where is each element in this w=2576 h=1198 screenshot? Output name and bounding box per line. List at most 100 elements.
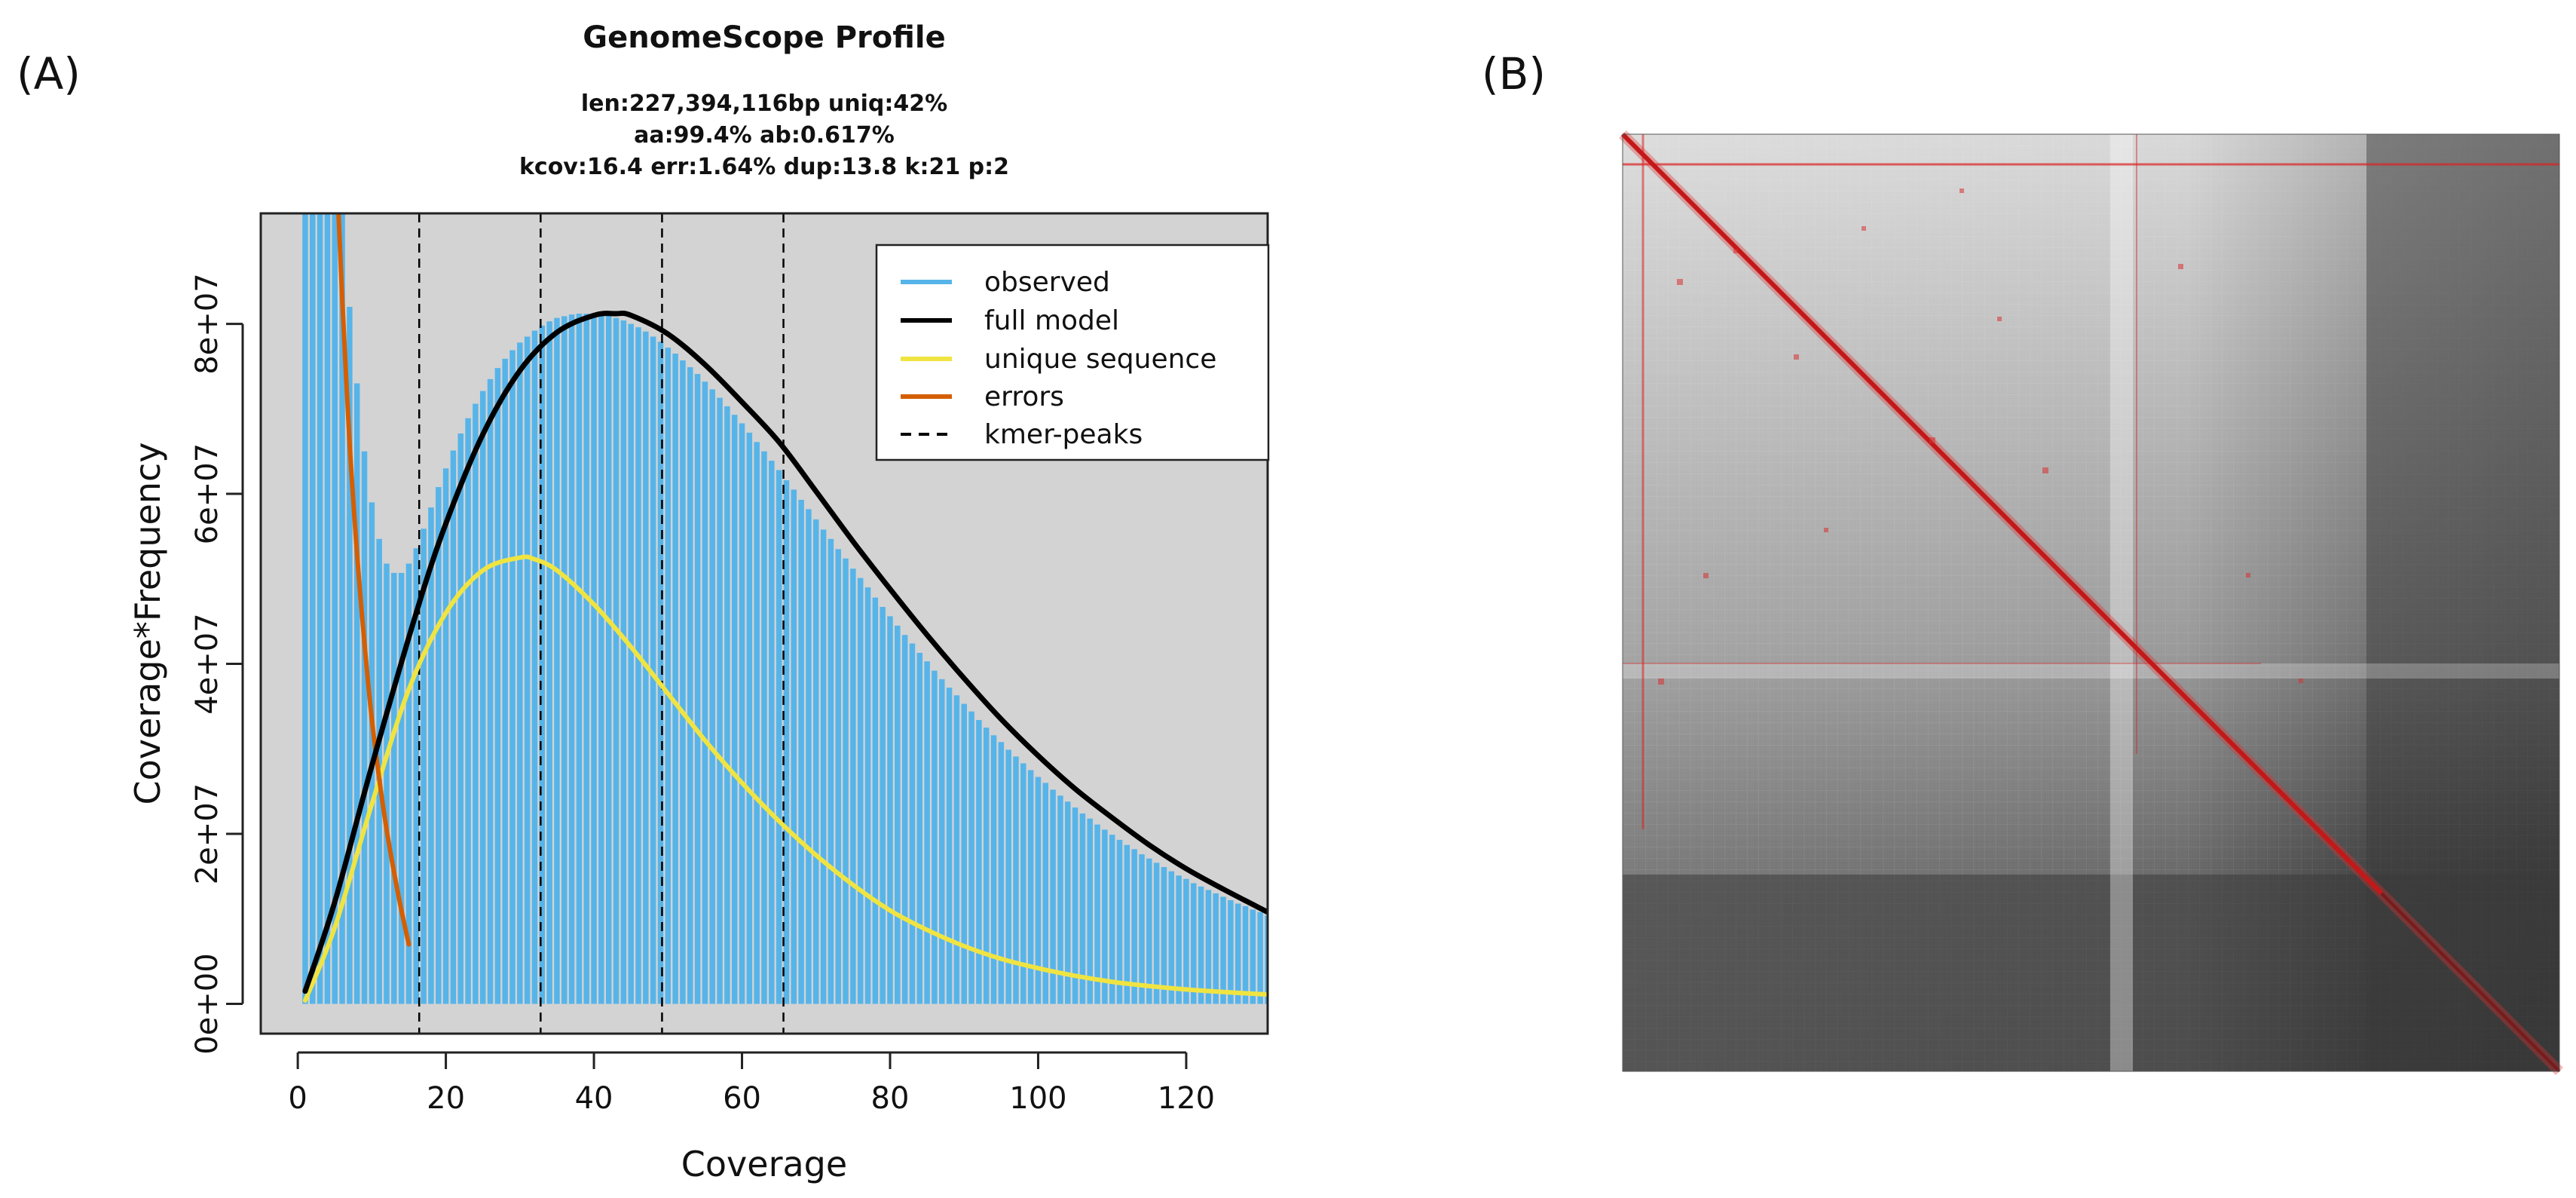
observed-bar xyxy=(717,397,723,1004)
x-tick-label: 0 xyxy=(288,1081,307,1116)
contact-heatmap xyxy=(1619,130,2563,1075)
observed-bar xyxy=(635,327,641,1004)
chart-title: GenomeScope Profile xyxy=(583,20,945,55)
observed-bar xyxy=(665,348,672,1004)
observed-bar xyxy=(672,354,678,1004)
observed-bar xyxy=(436,487,442,1004)
observed-bar xyxy=(450,450,457,1004)
observed-bar xyxy=(1020,763,1026,1004)
observed-bar xyxy=(339,213,345,1004)
observed-bar xyxy=(887,616,893,1004)
observed-bar xyxy=(694,374,701,1004)
observed-bar xyxy=(1198,886,1204,1004)
chart-subtitle-line-1: len:227,394,116bp uniq:42% xyxy=(581,90,947,117)
observed-bar xyxy=(657,342,664,1004)
observed-bar xyxy=(731,415,738,1004)
observed-bar xyxy=(517,342,523,1004)
observed-bar xyxy=(895,625,901,1004)
y-axis-label: Coverage*Frequency xyxy=(127,442,168,804)
observed-bar xyxy=(1205,890,1212,1004)
observed-bar xyxy=(1139,854,1145,1004)
observed-bar xyxy=(531,330,538,1004)
observed-bar xyxy=(1265,915,1268,1004)
observed-bar xyxy=(369,502,375,1004)
heatmap-spot xyxy=(1733,249,1738,253)
observed-bar xyxy=(605,315,612,1004)
x-tick-label: 80 xyxy=(871,1081,910,1116)
observed-bar xyxy=(391,572,397,1004)
observed-bar xyxy=(1213,893,1219,1004)
observed-bar xyxy=(1228,899,1234,1004)
observed-bar xyxy=(1131,849,1137,1004)
observed-bar xyxy=(509,350,516,1004)
legend-entry-unique-sequence: unique sequence xyxy=(901,344,1216,375)
observed-bar xyxy=(828,538,834,1004)
observed-bar xyxy=(598,314,604,1004)
observed-bar xyxy=(864,587,871,1004)
observed-bar xyxy=(1250,909,1256,1004)
observed-bar xyxy=(324,213,331,1004)
observed-bar xyxy=(628,323,634,1004)
observed-bar xyxy=(465,418,471,1004)
x-tick-label: 40 xyxy=(575,1081,613,1116)
panel-b-label: (B) xyxy=(1482,48,1546,100)
observed-bar xyxy=(613,317,620,1004)
observed-bar xyxy=(1146,858,1152,1004)
observed-bar xyxy=(843,558,849,1004)
observed-bar xyxy=(983,728,990,1004)
observed-bar xyxy=(709,389,715,1004)
observed-bar xyxy=(968,711,974,1004)
observed-bar xyxy=(473,403,479,1004)
observed-bar xyxy=(361,451,368,1004)
observed-bar xyxy=(1079,813,1086,1004)
observed-bar xyxy=(687,367,693,1004)
observed-bar xyxy=(502,358,508,1004)
unique-sequence-line xyxy=(302,554,1268,1003)
observed-bar xyxy=(769,461,775,1004)
y-tick-label: 4e+07 xyxy=(190,613,225,714)
y-tick-label: 6e+07 xyxy=(190,443,225,544)
heatmap-spot xyxy=(1658,679,1664,685)
observed-bar xyxy=(353,383,360,1004)
legend: observed full model unique sequence erro… xyxy=(875,244,1270,461)
observed-bar xyxy=(1057,795,1063,1004)
legend-entry-errors: errors xyxy=(901,381,1064,412)
observed-bar xyxy=(317,213,323,1004)
observed-bar xyxy=(820,529,827,1004)
observed-bar xyxy=(924,661,930,1004)
observed-bar xyxy=(961,703,967,1004)
observed-bar xyxy=(1168,871,1175,1004)
observed-bar xyxy=(1257,912,1263,1004)
heatmap-spot xyxy=(1824,528,1828,532)
observed-bar xyxy=(620,320,627,1004)
observed-bar xyxy=(724,406,730,1004)
panel-a-label: (A) xyxy=(17,48,81,100)
observed-bar xyxy=(524,336,531,1004)
observed-bar xyxy=(998,742,1005,1004)
observed-bar xyxy=(746,432,753,1004)
x-tick-label: 100 xyxy=(1009,1081,1066,1116)
x-tick-label: 120 xyxy=(1158,1081,1215,1116)
observed-bar xyxy=(1102,829,1108,1004)
observed-bar xyxy=(813,519,819,1004)
observed-bar xyxy=(1027,770,1034,1004)
observed-bar xyxy=(576,314,583,1004)
y-axis: 0e+00 2e+07 4e+07 6e+07 8e+07 xyxy=(190,273,244,1055)
observed-bars xyxy=(302,213,1268,1004)
model-lines xyxy=(302,213,1268,1003)
observed-bar xyxy=(1005,749,1011,1004)
observed-bar xyxy=(901,635,908,1004)
heatmap-spot xyxy=(1794,354,1799,360)
heatmap-spot xyxy=(1677,279,1683,285)
chart-subtitle-line-3: kcov:16.4 err:1.64% dup:13.8 k:21 p:2 xyxy=(519,154,1009,180)
observed-bar xyxy=(1220,896,1226,1004)
y-tick-label: 0e+00 xyxy=(190,953,225,1054)
observed-bar xyxy=(442,468,449,1004)
observed-bar xyxy=(909,643,916,1004)
y-tick-label: 2e+07 xyxy=(190,783,225,884)
x-axis-label: Coverage xyxy=(681,1144,847,1184)
heatmap-diagonal-tail xyxy=(2380,892,2561,1073)
heatmap-frame xyxy=(1622,133,2560,1072)
heatmap-spot xyxy=(1929,437,1935,443)
observed-bar xyxy=(1072,807,1078,1004)
